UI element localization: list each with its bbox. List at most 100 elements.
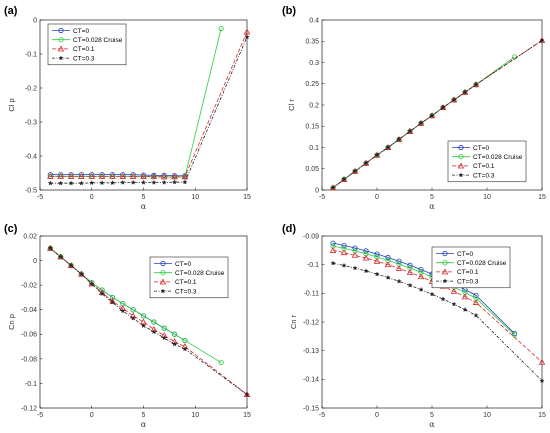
data-point xyxy=(130,315,136,321)
y-tick-label: -0.1 xyxy=(25,381,37,388)
data-point xyxy=(418,120,424,126)
data-point xyxy=(151,329,157,335)
data-point xyxy=(451,301,457,307)
y-tick-label: -0.04 xyxy=(21,307,37,314)
legend-entry: CT=0.3 xyxy=(175,288,197,295)
data-point xyxy=(161,172,167,178)
data-point xyxy=(539,37,545,43)
y-tick-label: -0.12 xyxy=(21,405,37,412)
data-point xyxy=(385,254,391,261)
legend-entry: CT=0.028 Cruise xyxy=(175,270,225,277)
data-point xyxy=(429,112,435,118)
data-point xyxy=(385,144,391,150)
series-3 xyxy=(47,28,251,180)
series-line xyxy=(332,262,543,382)
legend: CT=0 CT=0.028 Cruise CT=0.1 CT=0.3 xyxy=(431,246,511,289)
data-point xyxy=(352,265,358,271)
y-tick-label: -0.14 xyxy=(303,377,319,384)
data-point xyxy=(385,274,391,280)
series-4 xyxy=(330,260,545,384)
data-point xyxy=(406,268,414,275)
data-point xyxy=(473,292,479,298)
y-tick-label: 0.4 xyxy=(309,17,319,24)
data-point xyxy=(351,251,359,258)
data-point xyxy=(89,180,95,186)
data-point xyxy=(330,185,336,191)
data-point xyxy=(151,319,157,325)
data-point xyxy=(120,179,126,185)
x-tick-label: -5 xyxy=(37,194,43,201)
data-point xyxy=(99,172,105,178)
data-point xyxy=(374,251,380,257)
data-point xyxy=(374,152,380,158)
data-point xyxy=(89,281,95,287)
data-point xyxy=(140,179,147,185)
data-point xyxy=(161,325,167,331)
y-tick-label: -0.12 xyxy=(303,319,319,326)
data-point xyxy=(120,172,126,178)
legend-entry: CT=0.1 xyxy=(457,269,479,276)
data-point xyxy=(68,180,74,186)
data-point xyxy=(151,179,157,185)
x-tick-label: -5 xyxy=(37,412,43,419)
series-line xyxy=(332,249,543,363)
data-point xyxy=(407,128,413,134)
legend-marker xyxy=(58,55,64,61)
data-point xyxy=(78,172,85,178)
data-point xyxy=(373,257,381,264)
data-point xyxy=(418,286,424,292)
data-point xyxy=(68,262,74,268)
x-tick-label: 5 xyxy=(142,194,146,201)
y-tick-label: -0.09 xyxy=(303,233,319,240)
x-tick-label: 10 xyxy=(191,412,199,419)
data-point xyxy=(341,176,347,182)
series-line xyxy=(50,247,248,395)
data-point xyxy=(417,273,425,280)
data-point xyxy=(218,25,224,32)
legend-marker xyxy=(458,154,464,160)
data-point xyxy=(140,313,147,319)
legend-marker xyxy=(442,250,448,257)
y-axis-label: Cl r xyxy=(287,99,296,111)
data-point xyxy=(78,172,85,179)
data-point xyxy=(407,262,413,268)
data-point xyxy=(120,308,126,314)
legend-entry: CT=0.1 xyxy=(175,279,197,286)
data-point xyxy=(329,246,337,253)
data-point xyxy=(330,240,336,246)
data-point xyxy=(47,172,53,178)
data-point xyxy=(511,330,518,337)
y-tick-label: -0.15 xyxy=(303,405,319,412)
data-point xyxy=(47,245,54,251)
data-point xyxy=(119,172,127,179)
y-tick-label: -0.02 xyxy=(21,283,37,290)
data-point xyxy=(330,260,336,266)
y-tick-label: -0.1 xyxy=(307,262,319,269)
legend-marker xyxy=(457,162,465,169)
legend-marker xyxy=(442,278,448,284)
x-tick-label: 5 xyxy=(430,412,434,419)
data-point xyxy=(150,172,158,179)
series-line xyxy=(50,31,248,178)
y-tick-label: 0.35 xyxy=(305,39,319,46)
legend-entry: CT=0.028 Cruise xyxy=(73,37,123,44)
data-point xyxy=(384,261,392,268)
y-tick-label: 0.02 xyxy=(23,233,37,240)
data-point xyxy=(396,136,402,142)
legend-marker xyxy=(441,268,449,275)
data-point xyxy=(462,306,468,312)
series-4 xyxy=(47,34,250,186)
data-point xyxy=(429,291,435,297)
data-point xyxy=(129,172,137,179)
legend-marker xyxy=(442,260,448,266)
data-point xyxy=(440,104,446,110)
x-tick-label: -5 xyxy=(319,412,325,419)
x-tick-label: 0 xyxy=(375,194,379,201)
data-point xyxy=(109,172,116,178)
series-line xyxy=(332,245,515,336)
data-point xyxy=(98,172,106,179)
x-axis-label: α xyxy=(141,202,147,211)
data-point xyxy=(89,172,95,178)
legend-entry: CT=0.3 xyxy=(473,172,495,179)
data-point xyxy=(160,173,168,180)
